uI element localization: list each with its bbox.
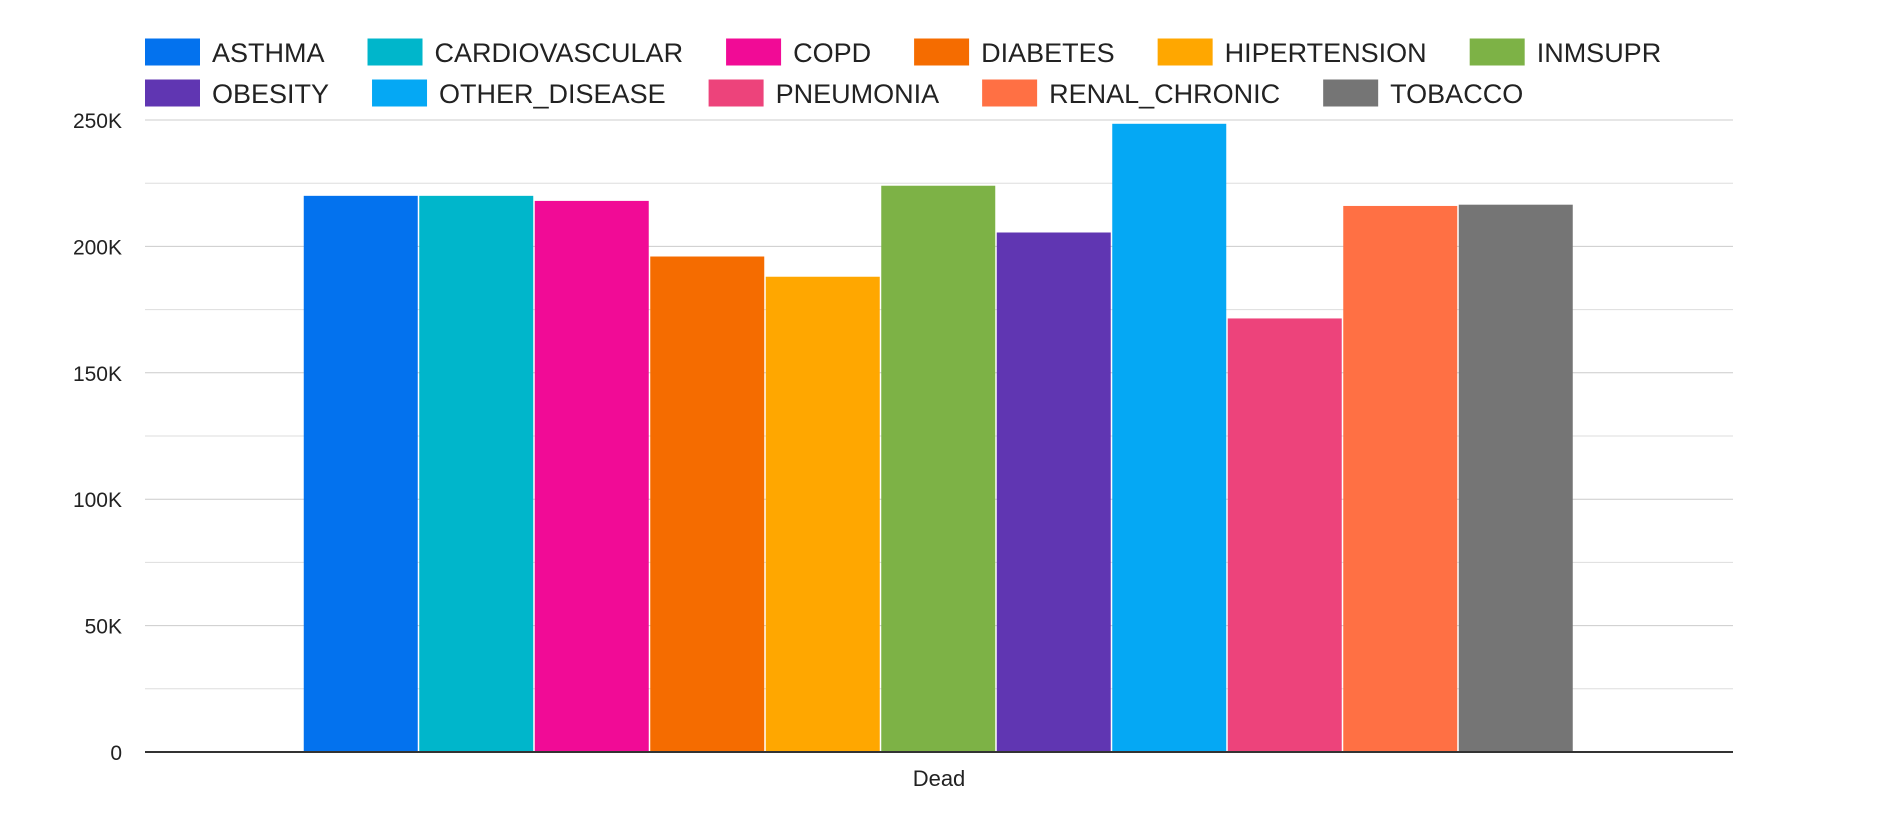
y-tick-label: 0 bbox=[110, 742, 122, 765]
bar-renal-chronic[interactable] bbox=[1343, 205, 1458, 752]
legend-swatch bbox=[708, 79, 764, 107]
legend-item-diabetes[interactable]: DIABETES bbox=[914, 38, 1115, 68]
bar-hipertension[interactable] bbox=[765, 276, 880, 752]
legend-label: RENAL_CHRONIC bbox=[1049, 79, 1280, 109]
y-tick-label: 250K bbox=[73, 110, 122, 133]
y-tick-label: 50K bbox=[85, 616, 122, 639]
x-category-label: Dead bbox=[913, 766, 966, 791]
legend-item-obesity[interactable]: OBESITY bbox=[145, 79, 329, 109]
x-axis-categories: Dead bbox=[913, 766, 966, 791]
bar-copd[interactable] bbox=[534, 200, 649, 752]
legend-item-pneumonia[interactable]: PNEUMONIA bbox=[708, 79, 940, 109]
legend-item-copd[interactable]: COPD bbox=[726, 38, 871, 68]
legend-label: TOBACCO bbox=[1390, 79, 1523, 109]
legend-item-tobacco[interactable]: TOBACCO bbox=[1323, 79, 1523, 109]
y-tick-label: 150K bbox=[73, 363, 122, 386]
legend-label: ASTHMA bbox=[212, 38, 325, 68]
legend-swatch bbox=[367, 38, 423, 66]
bar-cardiovascular[interactable] bbox=[419, 195, 534, 753]
legend-swatch bbox=[982, 79, 1038, 107]
y-tick-label: 200K bbox=[73, 236, 122, 259]
legend: ASTHMA CARDIOVASCULAR COPD DIABETES HIPERTEN… bbox=[145, 38, 1661, 109]
legend-item-renal-chronic[interactable]: RENAL_CHRONIC bbox=[982, 79, 1280, 109]
legend-swatch bbox=[145, 79, 200, 107]
legend-label: HIPERTENSION bbox=[1225, 38, 1427, 68]
legend-label: CARDIOVASCULAR bbox=[435, 38, 684, 68]
bar-asthma[interactable] bbox=[303, 195, 418, 753]
bar-diabetes[interactable] bbox=[650, 256, 765, 752]
bar-tobacco[interactable] bbox=[1458, 204, 1573, 753]
legend-swatch bbox=[1157, 38, 1213, 66]
legend-swatch bbox=[145, 38, 200, 66]
legend-item-inmsupr[interactable]: INMSUPR bbox=[1469, 38, 1662, 68]
legend-item-cardiovascular[interactable]: CARDIOVASCULAR bbox=[367, 38, 684, 68]
bar-other-disease[interactable] bbox=[1112, 123, 1227, 753]
legend-label: PNEUMONIA bbox=[776, 79, 940, 109]
bar-pneumonia[interactable] bbox=[1227, 318, 1342, 752]
legend-label: INMSUPR bbox=[1537, 38, 1662, 68]
legend-swatch bbox=[1469, 38, 1525, 66]
legend-label: COPD bbox=[793, 38, 871, 68]
legend-label: OBESITY bbox=[212, 79, 329, 109]
legend-swatch bbox=[726, 38, 782, 66]
legend-item-hipertension[interactable]: HIPERTENSION bbox=[1157, 38, 1427, 68]
y-tick-label: 100K bbox=[73, 489, 122, 512]
bar-inmsupr[interactable] bbox=[881, 185, 996, 752]
y-axis-ticks: 0 50K 100K 150K 200K 250K bbox=[73, 110, 122, 765]
legend-swatch bbox=[1323, 79, 1379, 107]
legend-label: OTHER_DISEASE bbox=[439, 79, 666, 109]
legend-item-other-disease[interactable]: OTHER_DISEASE bbox=[372, 79, 666, 109]
legend-swatch bbox=[914, 38, 970, 66]
legend-swatch bbox=[372, 79, 428, 107]
legend-item-asthma[interactable]: ASTHMA bbox=[145, 38, 325, 68]
bar-obesity[interactable] bbox=[996, 232, 1111, 753]
legend-label: DIABETES bbox=[981, 38, 1115, 68]
bars bbox=[303, 123, 1573, 753]
